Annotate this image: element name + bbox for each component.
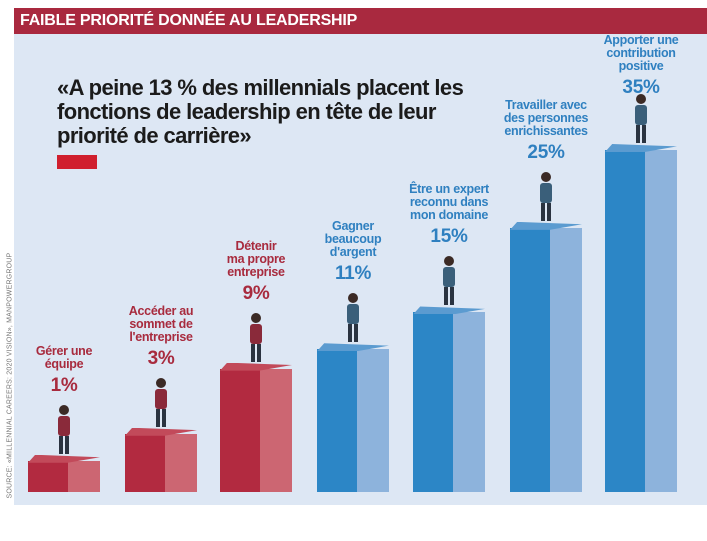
bar-side-face (356, 349, 389, 492)
bar-front-face (510, 227, 550, 492)
header-title: FAIBLE PRIORITÉ DONNÉE AU LEADERSHIP (20, 12, 358, 29)
bar-front-face (125, 433, 165, 492)
bar-side-face (259, 368, 292, 492)
category-label-line: Apporter une (603, 33, 679, 47)
bar-1 (28, 454, 100, 492)
team-meeting-icon (46, 403, 82, 455)
value-label: 9% (242, 282, 270, 304)
category-label-line: Être un expert (409, 182, 489, 197)
bar-2 (125, 427, 197, 492)
category-label-line: Travailler avec (505, 97, 587, 112)
bar-top-face (28, 454, 100, 463)
bar-5 (413, 306, 485, 492)
bar-label: Accéder au sommet de l'entreprise 3% (116, 303, 206, 370)
bar-front-face (220, 368, 260, 492)
bar-side-face (67, 460, 100, 492)
red-accent-mark (57, 155, 97, 169)
category-label-line: d'argent (329, 245, 377, 260)
category-label-line: sommet de (129, 316, 193, 331)
bar-top-face (510, 221, 582, 230)
bar-label: Travailler avec des personnes enrichissant… (501, 97, 591, 164)
category-label-line: entreprise (227, 264, 285, 279)
header-bar: FAIBLE PRIORITÉ DONNÉE AU LEADERSHIP (14, 8, 707, 34)
category-label-line: Gagner (332, 219, 374, 234)
bar-front-face (28, 460, 68, 492)
expert-presenting-icon (431, 254, 467, 306)
category-label-line: Accéder au (128, 303, 194, 318)
category-label-line: beaucoup (324, 232, 382, 247)
bar-side-face (549, 227, 582, 492)
category-label-line: l'entreprise (129, 329, 193, 344)
bar-label: Être un expert reconnu dans mon domaine 15% (404, 183, 494, 248)
bar-7 (605, 144, 677, 492)
businessman-target-icon (623, 92, 659, 144)
bar-label: Apporter une contribution positive 35% (586, 34, 696, 99)
category-label-line: mon domaine (410, 208, 488, 223)
category-label-line: contribution positive (606, 46, 676, 73)
category-label-line: Détenir (235, 238, 277, 253)
group-of-people-icon (528, 170, 564, 222)
category-label-line: des personnes (503, 110, 589, 125)
bar-top-face (605, 144, 677, 152)
value-label: 11% (334, 263, 372, 285)
source-credit: SOURCE: «MILLENNIAL CAREERS: 2020 VISION… (6, 252, 14, 499)
bar-top-face (125, 427, 197, 436)
bar-3 (220, 362, 292, 492)
value-label: 35% (622, 77, 660, 98)
headline-quote: «A peine 13 % des millennials placent le… (57, 75, 464, 148)
bar-label: Gérer une équipe 1% (19, 343, 109, 397)
value-label: 3% (147, 347, 175, 369)
value-label: 15% (430, 226, 468, 248)
category-label-line: enrichissantes (504, 123, 588, 138)
climbing-person-icon (143, 376, 179, 428)
bar-6 (510, 221, 582, 492)
bar-front-face (413, 312, 453, 492)
bar-label: Gagner beaucoup d'argent 11% (308, 220, 398, 285)
category-label-line: reconnu dans (409, 195, 489, 210)
bar-4 (317, 343, 389, 492)
category-label-line: Gérer une (35, 343, 93, 358)
value-label: 25% (527, 141, 565, 163)
category-label-line: équipe (44, 356, 84, 371)
bar-top-face (220, 362, 292, 371)
bar-side-face (164, 433, 197, 492)
bar-front-face (317, 349, 357, 492)
gold-coins-icon (335, 291, 371, 343)
bar-side-face (644, 150, 677, 492)
value-label: 1% (50, 374, 78, 396)
bar-side-face (452, 312, 485, 492)
bar-front-face (605, 150, 645, 492)
category-label-line: ma propre (226, 251, 286, 266)
bar-top-face (413, 306, 485, 315)
jumping-woman-icon (238, 311, 274, 363)
bar-label: Détenir ma propre entreprise 9% (211, 238, 301, 305)
bar-top-face (317, 343, 389, 352)
